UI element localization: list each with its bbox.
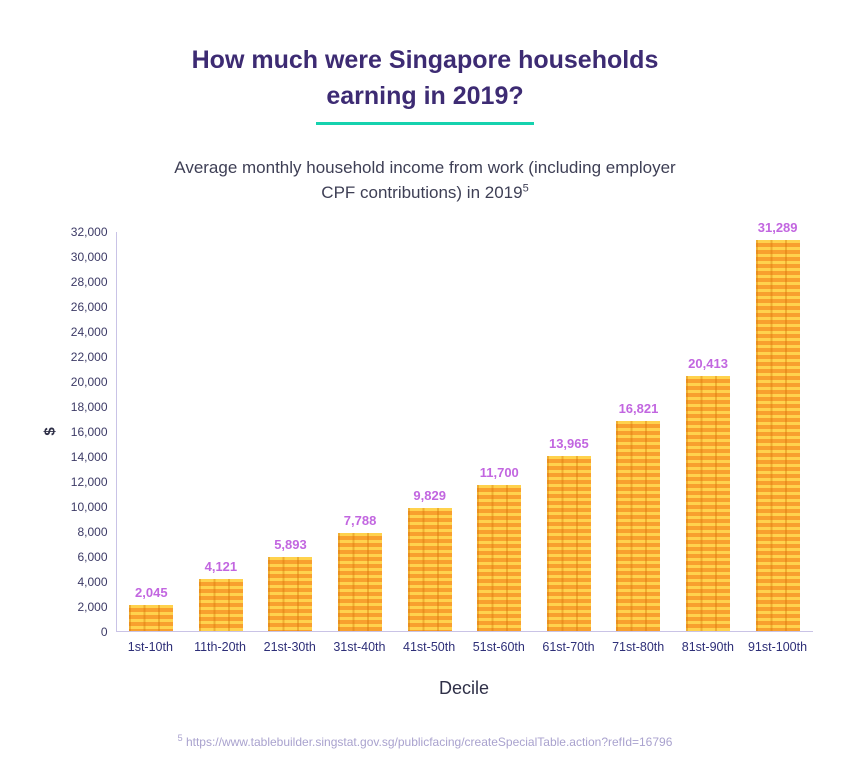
x-tick-label: 21st-30th xyxy=(263,639,316,654)
footnote-url: https://www.tablebuilder.singstat.gov.sg… xyxy=(182,734,673,749)
bar-group: 16,821 xyxy=(604,232,674,631)
y-tick-label: 14,000 xyxy=(70,449,108,464)
y-tick-label: 6,000 xyxy=(77,549,108,564)
bar-value-label: 7,788 xyxy=(343,513,377,529)
x-tick-label: 51st-60th xyxy=(472,639,525,654)
chart-subtitle-superscript: 5 xyxy=(522,182,529,195)
bar xyxy=(755,240,800,631)
bar xyxy=(198,579,243,631)
bar-value-label: 16,821 xyxy=(618,400,659,416)
x-tick-label: 1st-10th xyxy=(127,639,173,654)
x-tick-label: 61st-70th xyxy=(542,639,595,654)
x-tick-label: 81st-90th xyxy=(681,639,734,654)
y-tick-label: 0 xyxy=(100,624,108,639)
bar xyxy=(686,375,731,631)
y-tick-label: 32,000 xyxy=(70,224,108,239)
bar xyxy=(616,420,661,631)
y-tick-label: 8,000 xyxy=(77,524,108,539)
plot-area: 2,045 4,121 5,893 7,788 9,829 11,700 13,965 16,… xyxy=(115,220,813,632)
bar xyxy=(477,484,522,631)
x-tick-label: 31st-40th xyxy=(333,639,386,654)
bar-chart: $ 0 2,000 4,000 6,000 8,000 10,000 12,000 14,00… xyxy=(38,220,813,699)
y-tick-label: 4,000 xyxy=(77,574,108,589)
y-tick-label: 12,000 xyxy=(70,474,108,489)
x-axis-ticks: 1st-10th 11th-20th 21st-30th 31st-40th 41st-… xyxy=(116,640,813,654)
bar-value-label: 4,121 xyxy=(204,559,238,575)
y-tick-label: 10,000 xyxy=(70,499,108,514)
bar-group: 11,700 xyxy=(464,232,534,631)
x-tick-label: 71st-80th xyxy=(612,639,665,654)
bar-value-label: 5,893 xyxy=(274,537,307,553)
bar-group: 31,289 xyxy=(743,220,813,631)
y-tick-label: 18,000 xyxy=(70,399,108,414)
bar-group: 2,045 xyxy=(117,232,187,631)
bar-value-label: 2,045 xyxy=(135,585,168,601)
page-title: How much were Singapore households earni… xyxy=(0,42,850,125)
x-tick-label: 91st-100th xyxy=(747,639,808,654)
y-tick-label: 2,000 xyxy=(77,599,108,614)
x-tick-label: 41st-50th xyxy=(403,639,456,654)
source-footnote: 5 https://www.tablebuilder.singstat.gov.… xyxy=(0,733,850,749)
x-axis-label: Decile xyxy=(438,677,490,698)
bar-value-label: 9,829 xyxy=(413,487,446,503)
bar-group: 9,829 xyxy=(395,232,465,631)
bar-group: 7,788 xyxy=(325,232,395,631)
chart-subtitle: Average monthly household income from wo… xyxy=(0,155,850,206)
bar-value-label: 20,413 xyxy=(688,355,728,371)
bar xyxy=(338,533,383,631)
y-tick-label: 24,000 xyxy=(70,324,108,339)
y-tick-label: 16,000 xyxy=(70,424,108,439)
bar xyxy=(129,605,174,631)
y-tick-label: 20,000 xyxy=(70,374,108,389)
y-tick-label: 30,000 xyxy=(70,249,108,264)
bar-value-label: 11,700 xyxy=(479,464,519,480)
x-tick-label: 11th-20th xyxy=(194,639,246,654)
bar-group: 20,413 xyxy=(673,232,743,631)
y-tick-label: 28,000 xyxy=(70,274,108,289)
bar xyxy=(407,507,452,631)
y-tick-label: 26,000 xyxy=(70,299,108,314)
chart-subtitle-line2: CPF contributions) in 2019 xyxy=(321,183,523,202)
chart-subtitle-line1: Average monthly household income from wo… xyxy=(174,157,676,177)
bar xyxy=(268,557,313,631)
bar-value-label: 31,289 xyxy=(757,220,798,236)
bar-group: 5,893 xyxy=(256,232,326,631)
bar-group: 4,121 xyxy=(186,232,256,631)
y-axis-label: $ xyxy=(42,427,59,436)
bar-group: 13,965 xyxy=(534,232,604,631)
page-title-line1: How much were Singapore households xyxy=(191,46,659,74)
page-title-line2: earning in 2019? xyxy=(316,78,534,125)
footnote-superscript: 5 xyxy=(177,732,183,743)
y-tick-label: 22,000 xyxy=(70,349,108,364)
bar xyxy=(546,456,591,631)
y-axis-ticks: 0 2,000 4,000 6,000 8,000 10,000 12,000 14,000 1… xyxy=(64,225,116,639)
bar-value-label: 13,965 xyxy=(548,436,589,452)
